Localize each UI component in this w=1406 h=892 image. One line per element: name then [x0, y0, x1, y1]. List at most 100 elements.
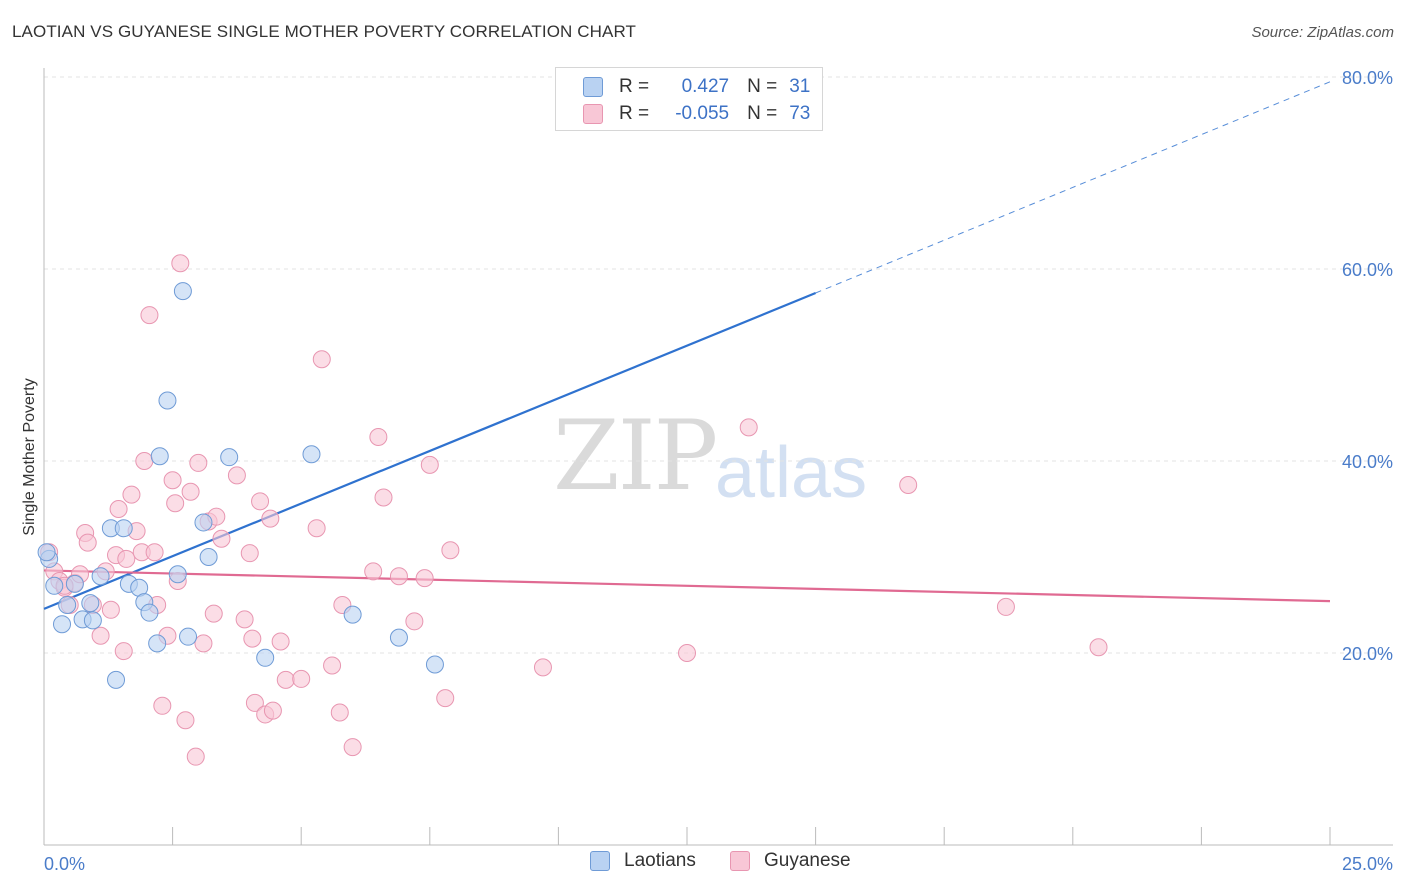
- guyanese-point: [101, 600, 120, 619]
- y-axis-label: Single Mother Poverty: [21, 378, 38, 535]
- laotian-point: [58, 596, 77, 614]
- legend-row-laotians: R = 0.427 N = 31: [556, 73, 810, 101]
- laotian-point: [256, 648, 275, 667]
- guyanese-point: [276, 670, 295, 689]
- laotian-trend-extension: [815, 81, 1331, 294]
- chart-title: LAOTIAN VS GUYANESE SINGLE MOTHER POVERT…: [12, 22, 637, 41]
- legend-n-value: 73: [789, 103, 811, 124]
- correlation-legend: R = 0.427 N = 31 R = -0.055 N = 73: [555, 67, 823, 131]
- laotian-point: [148, 634, 167, 653]
- laotian-trend-line: [43, 291, 817, 610]
- guyanese-point: [235, 610, 254, 629]
- laotian-point: [140, 603, 159, 622]
- legend-n-value: 31: [789, 76, 811, 97]
- laotian-point: [179, 627, 198, 646]
- guyanese-point: [364, 562, 383, 581]
- legend-n-label: N =: [747, 103, 778, 124]
- guyanese-point: [117, 549, 136, 568]
- guyanese-trend-line: [43, 569, 1331, 603]
- legend-row-guyanese: R = -0.055 N = 73: [556, 100, 810, 128]
- guyanese-point: [1089, 638, 1108, 657]
- y-tick-label: 60.0%: [1342, 260, 1393, 280]
- y-tick-label: 20.0%: [1342, 644, 1393, 664]
- guyanese-point: [251, 492, 270, 511]
- guyanese-point: [312, 350, 331, 369]
- series-legend: Laotians Guyanese: [0, 850, 1406, 878]
- source-label: Source: ZipAtlas.com: [1251, 24, 1394, 41]
- y-tick-label: 40.0%: [1342, 452, 1393, 472]
- laotian-legend-swatch: [590, 851, 610, 871]
- guyanese-point: [181, 482, 200, 501]
- laotian-swatch: [583, 77, 603, 97]
- laotian-point: [173, 282, 192, 301]
- legend-label-guyanese: Guyanese: [764, 850, 851, 871]
- axes: [43, 68, 1393, 846]
- guyanese-point: [140, 306, 159, 325]
- tick-labels: 20.0% 40.0% 60.0% 80.0% 0.0% 25.0%: [44, 68, 1393, 874]
- guyanese-point: [739, 418, 758, 437]
- guyanese-point: [323, 656, 342, 675]
- laotian-point: [425, 655, 444, 674]
- guyanese-legend-swatch: [730, 851, 750, 871]
- guyanese-point: [436, 689, 455, 708]
- guyanese-point: [212, 529, 231, 548]
- guyanese-point: [194, 634, 213, 653]
- guyanese-point: [330, 703, 349, 722]
- legend-r-value: -0.055: [675, 103, 730, 124]
- guyanese-swatch: [583, 104, 603, 124]
- guyanese-point: [263, 701, 282, 720]
- guyanese-point: [271, 632, 290, 651]
- guyanese-point: [186, 747, 205, 766]
- guyanese-point: [292, 669, 311, 688]
- guyanese-point: [204, 604, 223, 623]
- guyanese-point: [996, 597, 1015, 616]
- laotian-point: [199, 548, 218, 566]
- guyanese-point: [114, 642, 133, 661]
- guyanese-point: [109, 500, 128, 518]
- legend-n-label: N =: [747, 76, 778, 97]
- guyanese-point: [441, 541, 460, 560]
- guyanese-point: [240, 544, 259, 563]
- guyanese-point: [153, 696, 172, 715]
- laotian-point: [65, 574, 84, 593]
- laotian-point: [114, 519, 133, 538]
- laotian-point: [220, 448, 239, 467]
- legend-item-guyanese[interactable]: Guyanese: [730, 850, 851, 872]
- x-tick-label: 25.0%: [1342, 854, 1393, 874]
- laotian-point: [37, 543, 56, 562]
- guyanese-point: [91, 626, 110, 645]
- guyanese-point: [243, 629, 262, 648]
- laotian-point: [343, 605, 362, 624]
- guyanese-point: [163, 471, 182, 490]
- guyanese-point: [176, 711, 195, 730]
- laotian-point: [194, 513, 213, 532]
- guyanese-point: [374, 488, 393, 507]
- gridlines: [44, 76, 1393, 654]
- legend-r-label: R =: [619, 76, 650, 97]
- guyanese-point: [420, 455, 439, 474]
- guyanese-point: [369, 428, 388, 446]
- guyanese-point: [122, 485, 141, 504]
- data-points: [37, 254, 1108, 766]
- legend-item-laotians[interactable]: Laotians: [590, 850, 696, 872]
- laotian-point: [53, 615, 72, 634]
- legend-r-label: R =: [619, 103, 650, 124]
- legend-label-laotians: Laotians: [624, 850, 696, 871]
- laotian-point: [168, 565, 187, 584]
- guyanese-point: [166, 494, 185, 513]
- laotian-point: [83, 611, 102, 630]
- laotian-point: [107, 670, 126, 689]
- guyanese-point: [245, 693, 264, 712]
- laotian-point: [81, 594, 100, 613]
- laotian-point: [45, 576, 64, 595]
- guyanese-point: [405, 612, 424, 631]
- guyanese-point: [389, 567, 408, 586]
- laotian-point: [158, 391, 177, 410]
- laotian-point: [91, 567, 110, 586]
- y-tick-label: 80.0%: [1342, 68, 1393, 88]
- laotian-point: [302, 445, 321, 464]
- guyanese-point: [343, 738, 362, 757]
- watermark-atlas: atlas: [715, 433, 868, 513]
- guyanese-point: [189, 453, 208, 472]
